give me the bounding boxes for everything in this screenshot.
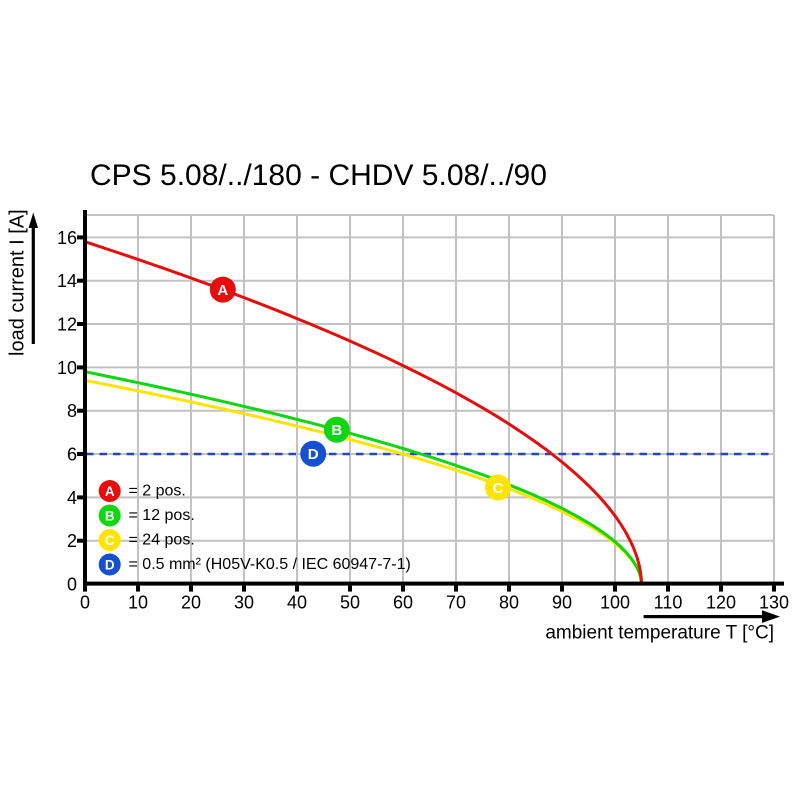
svg-text:= 0.5 mm² (H05V-K0.5 / IEC 609: = 0.5 mm² (H05V-K0.5 / IEC 60947-7-1): [129, 556, 411, 573]
svg-text:130: 130: [759, 593, 789, 613]
svg-text:14: 14: [57, 271, 77, 291]
svg-text:2: 2: [67, 531, 77, 551]
svg-text:0: 0: [67, 574, 77, 594]
svg-text:16: 16: [57, 228, 77, 248]
svg-text:10: 10: [57, 358, 77, 378]
svg-text:= 12 pos.: = 12 pos.: [129, 507, 195, 524]
svg-text:50: 50: [340, 593, 360, 613]
svg-text:120: 120: [706, 593, 736, 613]
svg-text:B: B: [331, 422, 342, 439]
svg-text:C: C: [493, 480, 504, 497]
svg-text:70: 70: [446, 593, 466, 613]
svg-text:60: 60: [393, 593, 413, 613]
svg-text:A: A: [105, 484, 115, 499]
svg-text:A: A: [217, 282, 228, 299]
svg-text:= 24 pos.: = 24 pos.: [129, 532, 195, 549]
svg-text:B: B: [105, 508, 115, 523]
svg-text:0: 0: [80, 593, 90, 613]
svg-text:80: 80: [499, 593, 519, 613]
svg-text:ambient temperature T [°C]: ambient temperature T [°C]: [545, 623, 774, 644]
svg-text:D: D: [308, 446, 319, 463]
svg-text:12: 12: [57, 314, 77, 334]
svg-text:= 2 pos.: = 2 pos.: [129, 483, 186, 500]
svg-text:110: 110: [654, 593, 683, 613]
svg-text:D: D: [105, 557, 115, 572]
svg-text:10: 10: [128, 593, 148, 613]
svg-text:100: 100: [600, 593, 630, 613]
svg-text:8: 8: [67, 401, 77, 421]
svg-text:6: 6: [67, 444, 77, 464]
svg-text:30: 30: [234, 593, 254, 613]
svg-text:40: 40: [287, 593, 307, 613]
svg-text:4: 4: [67, 488, 77, 508]
svg-text:20: 20: [181, 593, 201, 613]
svg-text:C: C: [105, 533, 115, 548]
svg-text:load current I [A]: load current I [A]: [7, 209, 29, 356]
svg-text:90: 90: [552, 593, 572, 613]
svg-text:CPS 5.08/../180 - CHDV 5.08/..: CPS 5.08/../180 - CHDV 5.08/../90: [90, 159, 547, 192]
